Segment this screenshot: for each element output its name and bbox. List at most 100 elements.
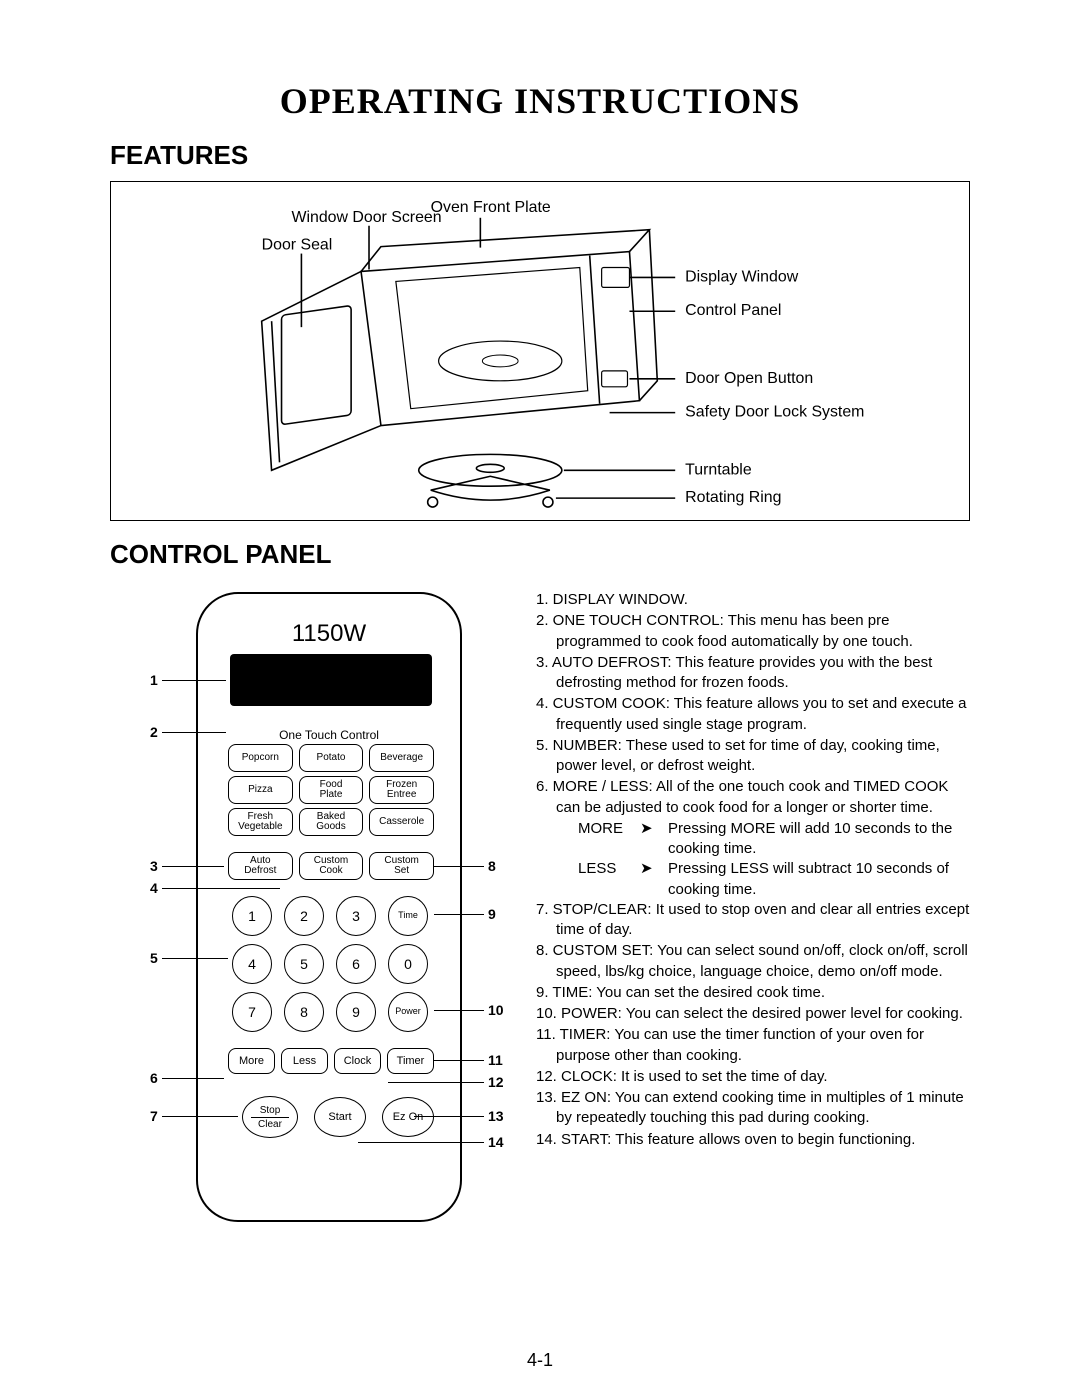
one-touch-grid: Popcorn Potato Beverage Pizza Food Plate… bbox=[228, 744, 434, 836]
btn-0[interactable]: 0 bbox=[388, 944, 428, 984]
btn-frozen-entree[interactable]: Frozen Entree bbox=[369, 776, 434, 804]
desc-13: 13. EZ ON: You can extend cooking time i… bbox=[536, 1088, 970, 1129]
control-panel-illustration: 1150W One Touch Control Popcorn Potato B… bbox=[110, 584, 510, 592]
callout-13: 13 bbox=[488, 1108, 504, 1124]
desc-12: 12. CLOCK: It is used to set the time of… bbox=[536, 1067, 970, 1087]
line-9 bbox=[434, 914, 484, 915]
desc-8: 8. CUSTOM SET: You can select sound on/o… bbox=[536, 941, 970, 982]
features-heading: FEATURES bbox=[110, 140, 970, 171]
desc-2: 2. ONE TOUCH CONTROL: This menu has been… bbox=[536, 611, 970, 652]
one-touch-heading: One Touch Control bbox=[198, 728, 460, 742]
callout-4: 4 bbox=[150, 880, 158, 896]
btn-6[interactable]: 6 bbox=[336, 944, 376, 984]
btn-clock[interactable]: Clock bbox=[334, 1048, 381, 1074]
line-4 bbox=[162, 888, 280, 889]
callout-9: 9 bbox=[488, 906, 496, 922]
callout-7: 7 bbox=[150, 1108, 158, 1124]
label-control-panel: Control Panel bbox=[685, 302, 781, 319]
wattage-label: 1150W bbox=[198, 620, 460, 648]
btn-beverage[interactable]: Beverage bbox=[369, 744, 434, 772]
line-1 bbox=[162, 680, 226, 681]
less-key: LESS bbox=[578, 859, 640, 900]
callout-2: 2 bbox=[150, 724, 158, 740]
line-6 bbox=[162, 1078, 224, 1079]
btn-time[interactable]: Time bbox=[388, 896, 428, 936]
btn-2[interactable]: 2 bbox=[284, 896, 324, 936]
callout-3: 3 bbox=[150, 858, 158, 874]
callout-10: 10 bbox=[488, 1002, 504, 1018]
microwave-diagram-svg: Oven Front Plate Window Door Screen Door… bbox=[111, 182, 969, 520]
page-number: 4-1 bbox=[0, 1350, 1080, 1371]
desc-10: 10. POWER: You can select the desired po… bbox=[536, 1004, 970, 1024]
line-10 bbox=[434, 1010, 484, 1011]
callout-1: 1 bbox=[150, 672, 158, 688]
row-more-less-clock-timer: More Less Clock Timer bbox=[228, 1048, 434, 1074]
stop-clear-divider bbox=[251, 1117, 289, 1118]
stop-label: Stop bbox=[260, 1105, 281, 1116]
line-13 bbox=[414, 1116, 484, 1117]
control-panel-descriptions: 1. DISPLAY WINDOW. 2. ONE TOUCH CONTROL:… bbox=[510, 584, 970, 1151]
desc-14: 14. START: This feature allows oven to b… bbox=[536, 1130, 970, 1150]
number-pad: 1 2 3 Time 4 5 6 0 7 8 9 Power bbox=[232, 896, 430, 1032]
label-door-open-button: Door Open Button bbox=[685, 370, 813, 387]
desc-9: 9. TIME: You can set the desired cook ti… bbox=[536, 983, 970, 1003]
btn-5[interactable]: 5 bbox=[284, 944, 324, 984]
line-3 bbox=[162, 866, 224, 867]
less-text: Pressing LESS will subtract 10 seconds o… bbox=[668, 859, 970, 900]
callout-5: 5 bbox=[150, 950, 158, 966]
btn-fresh-vegetable[interactable]: Fresh Vegetable bbox=[228, 808, 293, 836]
btn-4[interactable]: 4 bbox=[232, 944, 272, 984]
btn-casserole[interactable]: Casserole bbox=[369, 808, 434, 836]
callout-14: 14 bbox=[488, 1134, 504, 1150]
desc-1: 1. DISPLAY WINDOW. bbox=[536, 590, 970, 610]
desc-3: 3. AUTO DEFROST: This feature provides y… bbox=[536, 653, 970, 694]
btn-start[interactable]: Start bbox=[314, 1097, 366, 1137]
desc-4: 4. CUSTOM COOK: This feature allows you … bbox=[536, 694, 970, 735]
label-safety-lock: Safety Door Lock System bbox=[685, 404, 864, 421]
display-window bbox=[230, 654, 432, 706]
label-door-seal: Door Seal bbox=[262, 237, 333, 254]
line-8 bbox=[434, 866, 484, 867]
btn-custom-set[interactable]: Custom Set bbox=[369, 852, 434, 880]
label-oven-front-plate: Oven Front Plate bbox=[431, 199, 551, 216]
label-rotating-ring: Rotating Ring bbox=[685, 489, 781, 506]
control-panel-heading: CONTROL PANEL bbox=[110, 539, 970, 570]
btn-potato[interactable]: Potato bbox=[299, 744, 364, 772]
line-7 bbox=[162, 1116, 238, 1117]
callout-6: 6 bbox=[150, 1070, 158, 1086]
btn-pizza[interactable]: Pizza bbox=[228, 776, 293, 804]
btn-custom-cook[interactable]: Custom Cook bbox=[299, 852, 364, 880]
btn-less[interactable]: Less bbox=[281, 1048, 328, 1074]
more-text: Pressing MORE will add 10 seconds to the… bbox=[668, 819, 970, 860]
features-diagram: Oven Front Plate Window Door Screen Door… bbox=[110, 181, 970, 521]
btn-timer[interactable]: Timer bbox=[387, 1048, 434, 1074]
btn-8[interactable]: 8 bbox=[284, 992, 324, 1032]
desc-7: 7. STOP/CLEAR: It used to stop oven and … bbox=[536, 900, 970, 941]
desc-6-more: MORE ➤ Pressing MORE will add 10 seconds… bbox=[536, 819, 970, 860]
label-turntable: Turntable bbox=[685, 461, 752, 478]
callout-12: 12 bbox=[488, 1074, 504, 1090]
more-key: MORE bbox=[578, 819, 640, 860]
callout-8: 8 bbox=[488, 858, 496, 874]
btn-auto-defrost[interactable]: Auto Defrost bbox=[228, 852, 293, 880]
btn-9[interactable]: 9 bbox=[336, 992, 376, 1032]
label-display-window: Display Window bbox=[685, 268, 799, 285]
arrow-icon: ➤ bbox=[640, 819, 668, 860]
row-stop-start-ezon: Stop Clear Start Ez On bbox=[242, 1096, 434, 1138]
btn-3[interactable]: 3 bbox=[336, 896, 376, 936]
btn-7[interactable]: 7 bbox=[232, 992, 272, 1032]
desc-6-less: LESS ➤ Pressing LESS will subtract 10 se… bbox=[536, 859, 970, 900]
btn-1[interactable]: 1 bbox=[232, 896, 272, 936]
desc-11: 11. TIMER: You can use the timer functio… bbox=[536, 1025, 970, 1066]
btn-more[interactable]: More bbox=[228, 1048, 275, 1074]
line-2 bbox=[162, 732, 226, 733]
btn-food-plate[interactable]: Food Plate bbox=[299, 776, 364, 804]
btn-popcorn[interactable]: Popcorn bbox=[228, 744, 293, 772]
callout-11: 11 bbox=[488, 1052, 503, 1068]
line-5 bbox=[162, 958, 228, 959]
btn-baked-goods[interactable]: Baked Goods bbox=[299, 808, 364, 836]
btn-stop-clear[interactable]: Stop Clear bbox=[242, 1096, 298, 1138]
line-14 bbox=[358, 1142, 484, 1143]
btn-power[interactable]: Power bbox=[388, 992, 428, 1032]
arrow-icon: ➤ bbox=[640, 859, 668, 900]
